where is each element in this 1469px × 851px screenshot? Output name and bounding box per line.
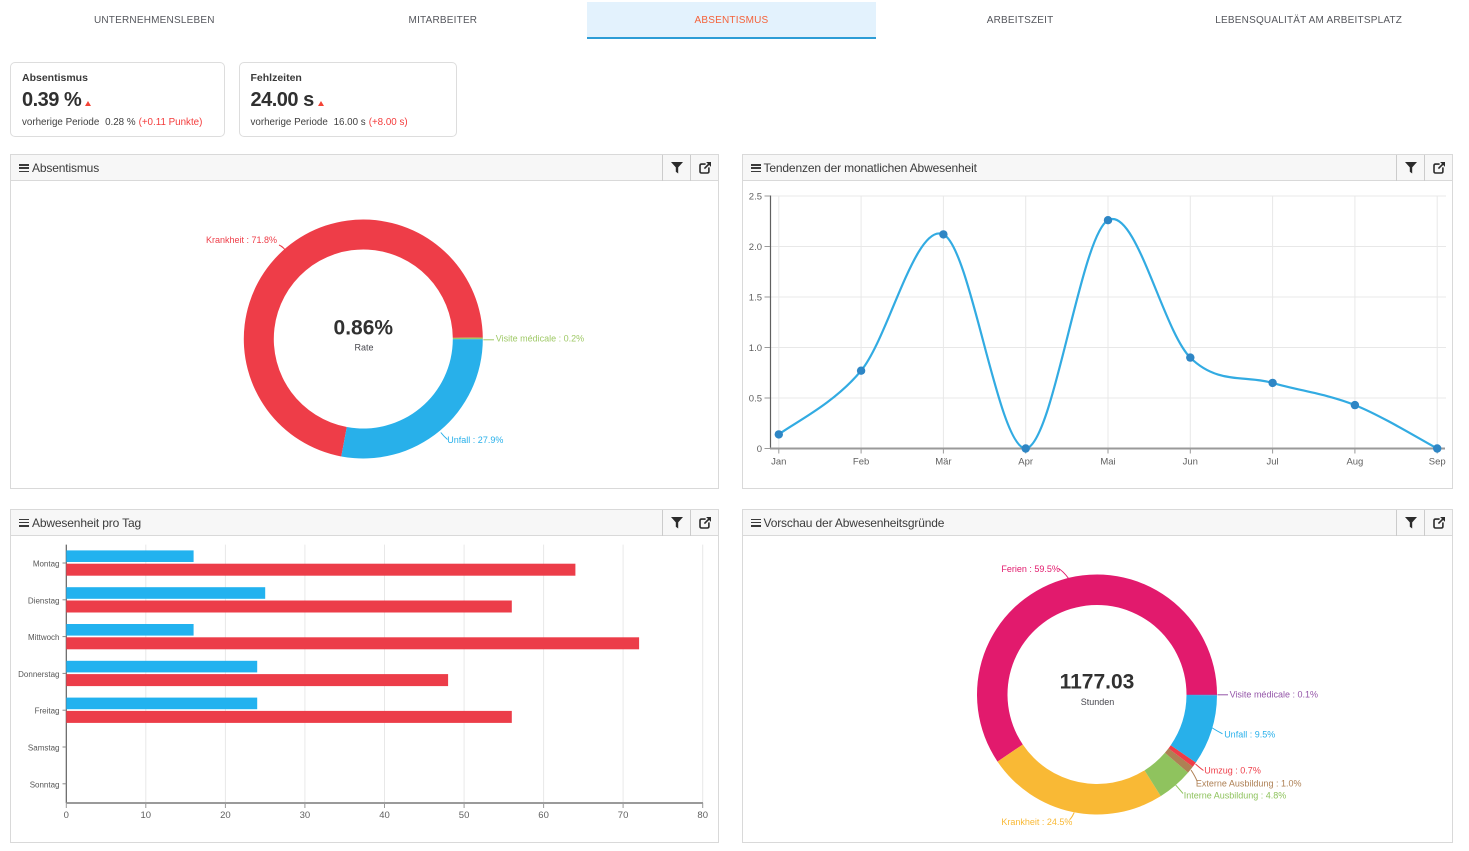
svg-text:Dienstag: Dienstag — [28, 596, 60, 605]
svg-text:10: 10 — [141, 810, 152, 821]
svg-text:60: 60 — [538, 810, 549, 821]
svg-text:0: 0 — [756, 444, 761, 455]
svg-text:1.0: 1.0 — [748, 343, 761, 354]
svg-text:20: 20 — [220, 810, 231, 821]
svg-text:Jan: Jan — [771, 457, 786, 468]
svg-text:Sonntag: Sonntag — [30, 780, 60, 789]
svg-text:1.5: 1.5 — [748, 293, 761, 304]
svg-text:Donnerstag: Donnerstag — [18, 670, 59, 679]
svg-text:80: 80 — [697, 810, 708, 821]
svg-text:Sep: Sep — [1428, 457, 1445, 468]
svg-text:Krankheit : 24.5%: Krankheit : 24.5% — [1001, 817, 1072, 827]
svg-text:Ferien : 59.5%: Ferien : 59.5% — [1001, 564, 1060, 574]
svg-text:Mittwoch: Mittwoch — [28, 633, 60, 642]
svg-text:Freitag: Freitag — [35, 706, 60, 715]
svg-text:Samstag: Samstag — [28, 743, 60, 752]
svg-text:Umzug : 0.7%: Umzug : 0.7% — [1204, 765, 1261, 775]
svg-text:30: 30 — [300, 810, 311, 821]
svg-text:70: 70 — [618, 810, 629, 821]
svg-text:Feb: Feb — [852, 457, 868, 468]
svg-text:2.5: 2.5 — [748, 192, 761, 203]
svg-text:Apr: Apr — [1018, 457, 1033, 468]
svg-text:Externe Ausbildung : 1.0%: Externe Ausbildung : 1.0% — [1195, 778, 1301, 788]
svg-text:1177.03: 1177.03 — [1059, 670, 1134, 693]
svg-text:Krankheit : 71.8%: Krankheit : 71.8% — [206, 235, 277, 245]
svg-text:0.5: 0.5 — [748, 394, 761, 405]
svg-text:40: 40 — [379, 810, 390, 821]
svg-text:Rate: Rate — [354, 343, 373, 353]
svg-text:Aug: Aug — [1346, 457, 1363, 468]
svg-text:Unfall : 27.9%: Unfall : 27.9% — [447, 435, 503, 445]
svg-text:Unfall : 9.5%: Unfall : 9.5% — [1224, 729, 1275, 739]
svg-text:2.0: 2.0 — [748, 242, 761, 253]
svg-text:Jul: Jul — [1266, 457, 1278, 468]
svg-text:50: 50 — [459, 810, 470, 821]
svg-text:Mai: Mai — [1100, 457, 1115, 468]
svg-text:Montag: Montag — [33, 559, 60, 568]
svg-text:Visite médicale : 0.1%: Visite médicale : 0.1% — [1229, 689, 1317, 699]
svg-text:Mär: Mär — [935, 457, 951, 468]
svg-text:0.86%: 0.86% — [334, 317, 394, 340]
svg-text:Jun: Jun — [1182, 457, 1197, 468]
svg-text:0: 0 — [64, 810, 69, 821]
svg-text:Interne Ausbildung : 4.8%: Interne Ausbildung : 4.8% — [1183, 790, 1286, 800]
svg-text:Visite médicale : 0.2%: Visite médicale : 0.2% — [496, 334, 584, 344]
svg-text:Stunden: Stunden — [1080, 697, 1114, 707]
